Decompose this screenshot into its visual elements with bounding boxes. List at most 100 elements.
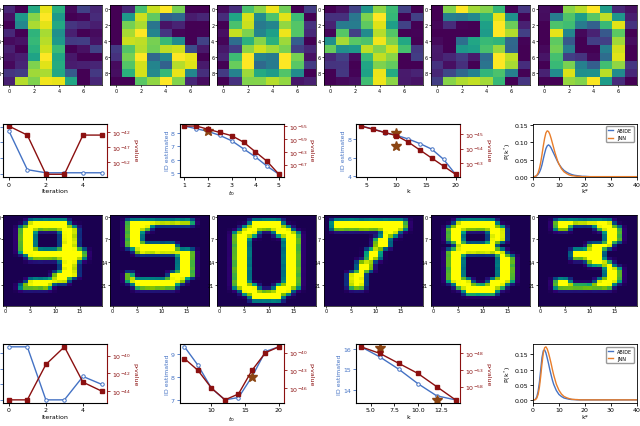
JNN bbox=[571, 174, 579, 179]
Legend: ABIDE, JNN: ABIDE, JNN bbox=[605, 347, 634, 363]
JNN bbox=[541, 345, 548, 351]
ABIDE bbox=[579, 174, 586, 179]
ABIDE bbox=[579, 397, 586, 403]
JNN bbox=[573, 174, 581, 179]
JNN bbox=[568, 174, 576, 179]
ABIDE bbox=[628, 175, 636, 180]
ABIDE bbox=[607, 175, 614, 180]
Line: JNN: JNN bbox=[533, 347, 637, 400]
JNN bbox=[543, 347, 551, 352]
JNN bbox=[531, 175, 538, 180]
JNN bbox=[607, 175, 614, 180]
Line: ABIDE: ABIDE bbox=[533, 146, 637, 177]
ABIDE bbox=[633, 175, 640, 180]
ABIDE bbox=[620, 397, 628, 403]
JNN bbox=[557, 167, 565, 172]
X-axis label: $t_0$: $t_0$ bbox=[228, 414, 235, 423]
ABIDE bbox=[531, 175, 538, 180]
JNN bbox=[568, 397, 576, 402]
ABIDE bbox=[537, 167, 545, 172]
JNN bbox=[536, 167, 543, 172]
ABIDE bbox=[536, 170, 543, 176]
JNN bbox=[563, 395, 570, 400]
JNN bbox=[633, 175, 640, 180]
ABIDE bbox=[532, 397, 540, 402]
JNN bbox=[533, 173, 541, 178]
JNN bbox=[579, 175, 586, 180]
ABIDE bbox=[542, 351, 550, 356]
JNN bbox=[534, 392, 542, 397]
JNN bbox=[579, 397, 586, 403]
JNN bbox=[560, 394, 568, 399]
ABIDE bbox=[532, 174, 540, 179]
ABIDE bbox=[533, 394, 541, 400]
Line: ABIDE: ABIDE bbox=[533, 350, 637, 400]
JNN bbox=[591, 175, 599, 180]
ABIDE bbox=[576, 174, 584, 179]
X-axis label: k*: k* bbox=[581, 414, 588, 419]
ABIDE bbox=[563, 170, 570, 176]
JNN bbox=[537, 374, 545, 379]
ABIDE bbox=[541, 348, 548, 353]
JNN bbox=[607, 397, 614, 403]
ABIDE bbox=[531, 397, 538, 403]
ABIDE bbox=[543, 356, 551, 361]
JNN bbox=[602, 175, 609, 180]
X-axis label: k: k bbox=[406, 188, 410, 193]
JNN bbox=[532, 174, 540, 179]
JNN bbox=[554, 159, 561, 164]
Y-axis label: p-value: p-value bbox=[485, 362, 490, 385]
ABIDE bbox=[541, 152, 548, 157]
ABIDE bbox=[550, 382, 557, 387]
ABIDE bbox=[548, 378, 556, 383]
JNN bbox=[596, 175, 604, 180]
JNN bbox=[547, 361, 555, 366]
ABIDE bbox=[555, 392, 563, 397]
ABIDE bbox=[540, 348, 547, 354]
ABIDE bbox=[540, 157, 547, 162]
ABIDE bbox=[573, 397, 581, 403]
Y-axis label: p-value: p-value bbox=[132, 139, 137, 162]
JNN bbox=[536, 385, 543, 390]
ABIDE bbox=[566, 397, 573, 402]
JNN bbox=[602, 397, 609, 403]
JNN bbox=[620, 397, 628, 403]
JNN bbox=[576, 174, 584, 179]
ABIDE bbox=[612, 175, 620, 180]
ABIDE bbox=[633, 397, 640, 403]
JNN bbox=[573, 397, 581, 402]
JNN bbox=[552, 382, 560, 387]
ABIDE bbox=[571, 173, 579, 178]
JNN bbox=[548, 367, 556, 372]
ABIDE bbox=[618, 175, 625, 180]
JNN bbox=[552, 155, 560, 160]
JNN bbox=[550, 373, 557, 378]
JNN bbox=[540, 351, 547, 356]
JNN bbox=[542, 345, 550, 350]
JNN bbox=[546, 356, 554, 361]
JNN bbox=[543, 129, 551, 134]
ABIDE bbox=[576, 397, 584, 403]
JNN bbox=[529, 175, 537, 180]
JNN bbox=[545, 130, 552, 135]
ABIDE bbox=[534, 389, 542, 394]
JNN bbox=[547, 136, 555, 141]
ABIDE bbox=[555, 162, 563, 167]
Y-axis label: ID estimated: ID estimated bbox=[341, 131, 346, 171]
JNN bbox=[563, 172, 570, 177]
Legend: ABIDE, JNN: ABIDE, JNN bbox=[605, 127, 634, 143]
JNN bbox=[612, 175, 620, 180]
ABIDE bbox=[602, 175, 609, 180]
ABIDE bbox=[537, 367, 545, 372]
ABIDE bbox=[566, 172, 573, 177]
JNN bbox=[586, 175, 594, 180]
JNN bbox=[546, 132, 554, 138]
ABIDE bbox=[560, 169, 568, 174]
JNN bbox=[550, 146, 557, 151]
JNN bbox=[532, 397, 540, 402]
X-axis label: Iteration: Iteration bbox=[42, 414, 68, 419]
ABIDE bbox=[545, 143, 552, 148]
Y-axis label: P(k$^*$): P(k$^*$) bbox=[503, 142, 513, 160]
ABIDE bbox=[557, 166, 565, 171]
ABIDE bbox=[551, 154, 559, 159]
